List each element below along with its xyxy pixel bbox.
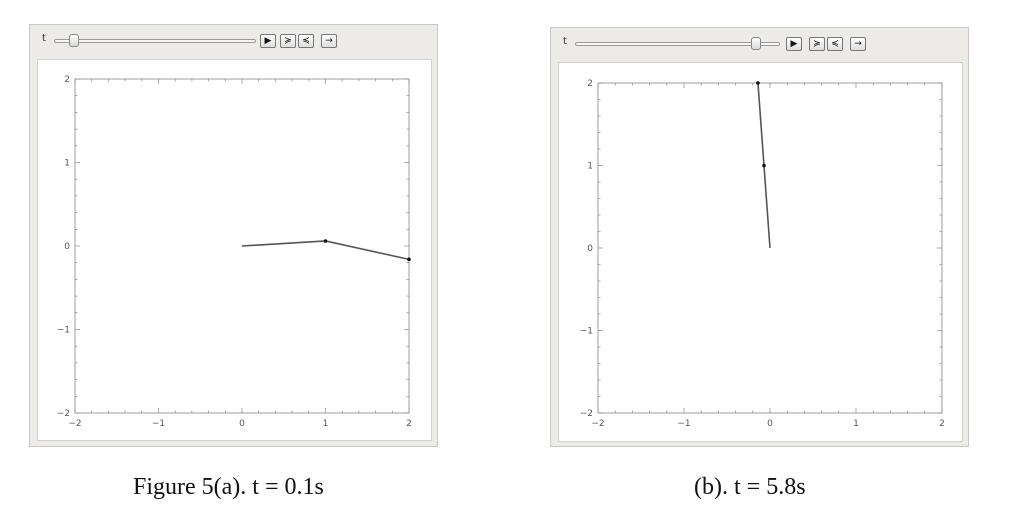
pendulum-mass-point	[323, 239, 328, 243]
y-tick-label: −2	[57, 409, 70, 419]
direction-icon: →	[325, 36, 333, 46]
slower-icon: ≼	[831, 39, 839, 49]
t-slider-track[interactable]	[575, 42, 780, 46]
x-tick-label: 1	[323, 419, 329, 429]
x-tick-label: 0	[767, 419, 773, 429]
t-slider-thumb[interactable]	[750, 37, 761, 50]
t-slider-thumb[interactable]	[69, 34, 80, 47]
play-button[interactable]: ▶	[260, 34, 276, 48]
x-tick-label: −1	[677, 419, 690, 429]
y-tick-label: −1	[580, 327, 593, 337]
pendulum-line	[241, 240, 410, 261]
t-slider-track[interactable]	[54, 39, 256, 43]
caption-a: Figure 5(a). t = 0.1s	[133, 474, 324, 500]
play-icon: ▶	[790, 39, 798, 49]
direction-icon: →	[854, 39, 862, 49]
y-tick-label: −1	[57, 326, 70, 336]
plot-pane-b: −2 −1 0 1 2 2 1 0 −1 −2	[558, 62, 963, 442]
clipped-previous-line	[0, 0, 1035, 2]
y-tick-label: 2	[587, 79, 593, 89]
control-bar-b: t ▶ ≽ ≼ →	[551, 28, 968, 58]
slower-icon: ≼	[302, 36, 310, 46]
caption-b: (b). t = 5.8s	[694, 474, 806, 500]
direction-button[interactable]: →	[850, 37, 866, 51]
pendulum-mass-point	[756, 81, 760, 85]
t-label: t	[42, 33, 46, 44]
control-bar-a: t ▶ ≽ ≼ →	[30, 25, 437, 55]
x-tick-label: 2	[406, 419, 412, 429]
pendulum-mass-point	[762, 163, 766, 168]
manipulate-panel-b: t ▶ ≽ ≼ → −2 −1 0 1 2 2 1 0 −1 −2	[550, 27, 969, 447]
x-tick-label: −1	[152, 419, 165, 429]
play-button[interactable]: ▶	[786, 37, 802, 51]
x-tick-label: 2	[939, 419, 945, 429]
y-tick-label: 1	[587, 162, 593, 172]
pendulum-mass-point	[407, 257, 411, 262]
y-tick-label: 0	[64, 242, 70, 252]
direction-button[interactable]: →	[321, 34, 337, 48]
plot-a: −2 −1 0 1 2 2 1 0 −1 −2	[57, 75, 412, 429]
faster-button[interactable]: ≽	[809, 37, 825, 51]
x-tick-label: 0	[239, 419, 245, 429]
x-tick-label: 1	[853, 419, 859, 429]
t-label: t	[563, 36, 567, 47]
slower-button[interactable]: ≼	[298, 34, 314, 48]
x-tick-label: −2	[68, 419, 81, 429]
slower-button[interactable]: ≼	[827, 37, 843, 51]
play-icon: ▶	[264, 36, 272, 46]
faster-icon: ≽	[284, 36, 292, 46]
y-tick-label: 0	[587, 244, 593, 254]
plot-b: −2 −1 0 1 2 2 1 0 −1 −2	[580, 79, 945, 429]
manipulate-panel-a: t ▶ ≽ ≼ → −2 −1 0 1 2 2 1 0 −1 −2	[29, 24, 438, 447]
x-tick-label: −2	[591, 419, 604, 429]
y-tick-label: 2	[64, 75, 70, 85]
faster-button[interactable]: ≽	[280, 34, 296, 48]
y-tick-label: −2	[580, 409, 593, 419]
plot-pane-a: −2 −1 0 1 2 2 1 0 −1 −2	[37, 59, 432, 441]
faster-icon: ≽	[813, 39, 821, 49]
y-tick-label: 1	[64, 159, 70, 169]
